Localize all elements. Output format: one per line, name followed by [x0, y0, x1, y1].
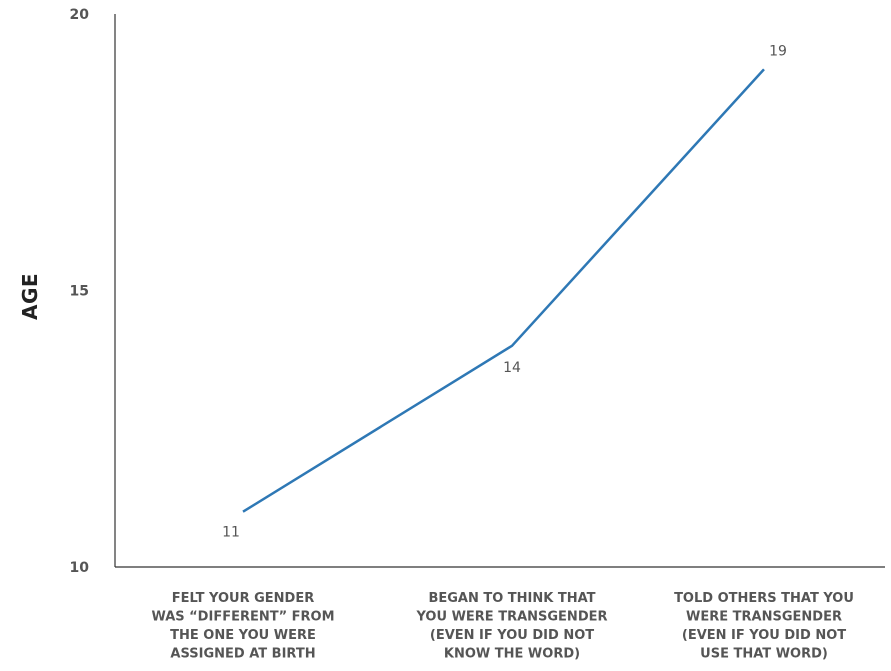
y-tick-label: 20: [70, 7, 90, 23]
data-label: 11: [222, 525, 240, 541]
data-label: 19: [769, 43, 787, 59]
data-labels: 11 14 19: [222, 43, 787, 540]
x-category-label-line: TOLD OTHERS THAT YOU: [674, 591, 854, 606]
series-line: [242, 68, 765, 513]
axes: [114, 14, 885, 568]
y-tick-labels: 10 15 20: [70, 7, 90, 576]
x-category-label-line: THE ONE YOU WERE: [170, 628, 316, 643]
x-category-label: FELT YOUR GENDER WAS “DIFFERENT” FROM THE …: [151, 591, 334, 662]
data-label: 14: [503, 360, 521, 376]
y-tick-label: 15: [70, 284, 89, 300]
x-category-labels: FELT YOUR GENDER WAS “DIFFERENT” FROM THE …: [151, 591, 853, 662]
x-category-label-line: YOU WERE TRANSGENDER: [415, 610, 607, 625]
x-category-label-line: USE THAT WORD): [700, 647, 828, 662]
x-category-label-line: (EVEN IF YOU DID NOT: [430, 628, 594, 643]
series: [242, 68, 765, 513]
x-category-label-line: BEGAN TO THINK THAT: [428, 591, 595, 606]
x-category-label: BEGAN TO THINK THAT YOU WERE TRANSGENDER (…: [415, 591, 607, 662]
x-category-label-line: (EVEN IF YOU DID NOT: [682, 628, 846, 643]
x-category-label-line: FELT YOUR GENDER: [172, 591, 315, 606]
x-category-label-line: ASSIGNED AT BIRTH: [170, 647, 315, 662]
x-category-label: TOLD OTHERS THAT YOU WERE TRANSGENDER (EVE…: [674, 591, 854, 662]
x-category-label-line: WAS “DIFFERENT” FROM: [151, 610, 334, 625]
y-axis-label: AGE: [18, 272, 42, 320]
x-category-label-line: WERE TRANSGENDER: [686, 610, 842, 625]
x-category-label-line: KNOW THE WORD): [444, 647, 580, 662]
y-tick-label: 10: [70, 560, 90, 576]
